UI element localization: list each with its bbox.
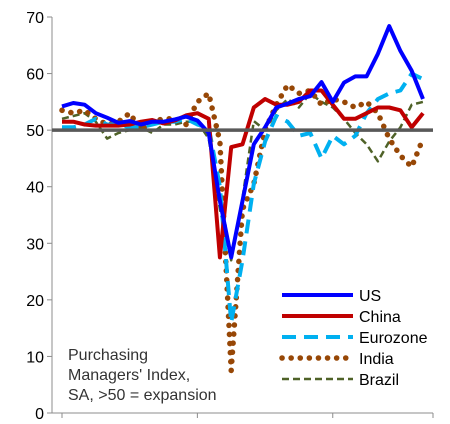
- axes-layer: 0 10 20 30 40 50 60 70: [26, 10, 434, 423]
- y-tick-label: 20: [26, 293, 44, 310]
- y-tick-label: 50: [26, 123, 44, 140]
- y-tick-label: 60: [26, 67, 44, 84]
- series-layer: [59, 24, 426, 374]
- note-line-1: Purchasing: [68, 347, 148, 364]
- note-line-3: SA, >50 = expansion: [68, 387, 217, 404]
- series-line-india: [59, 82, 426, 374]
- legend-label-brazil: Brazil: [359, 372, 399, 389]
- y-tick-label: 30: [26, 236, 44, 253]
- legend-label-india: India: [359, 351, 394, 368]
- y-tick-label: 0: [35, 406, 44, 423]
- legend-label-us: US: [359, 288, 381, 305]
- series-line-brazil: [61, 92, 424, 262]
- note-layer: Purchasing Managers' Index, SA, >50 = ex…: [68, 347, 217, 404]
- y-tick-label: 70: [26, 10, 44, 27]
- legend-label-china: China: [359, 309, 401, 326]
- y-tick-label: 40: [26, 180, 44, 197]
- legend: US China Eurozone India Brazil: [279, 288, 428, 389]
- legend-label-eurozone: Eurozone: [359, 330, 428, 347]
- note-line-2: Managers' Index,: [68, 367, 190, 384]
- y-tick-label: 10: [26, 349, 44, 366]
- series-line-china: [62, 88, 425, 260]
- series-line-us: [61, 24, 425, 260]
